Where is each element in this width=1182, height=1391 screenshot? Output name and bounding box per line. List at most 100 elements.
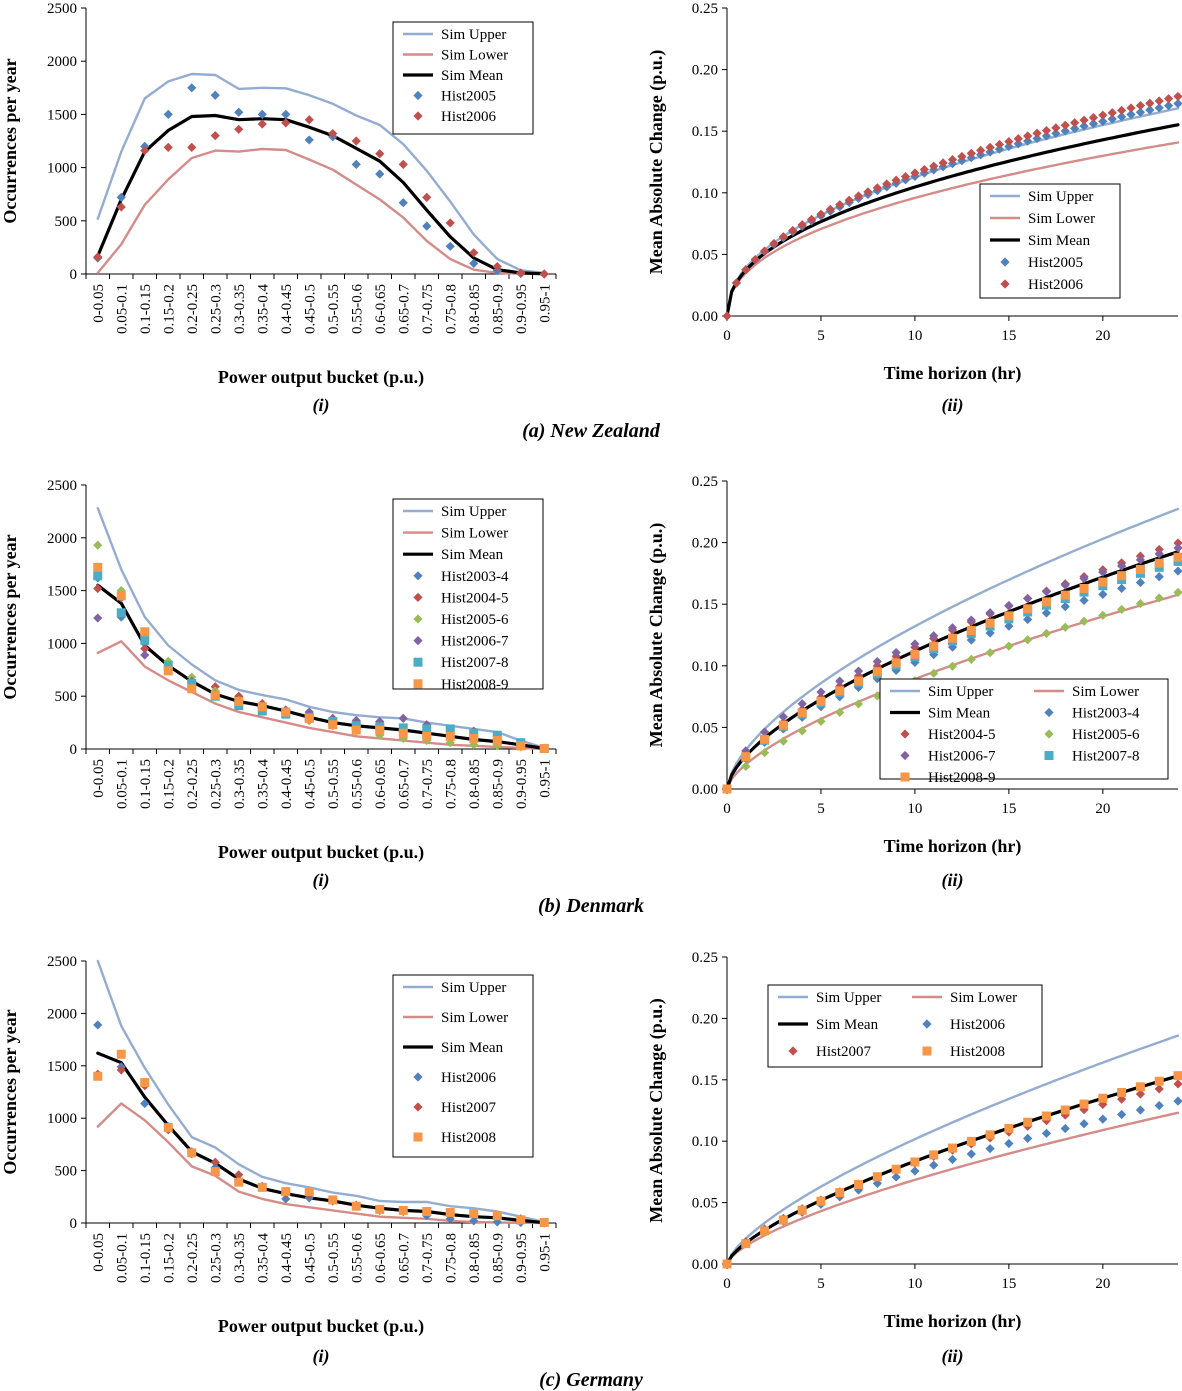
legend-swatch bbox=[413, 614, 423, 624]
data-point bbox=[281, 1187, 291, 1197]
y-tick-label: 500 bbox=[55, 689, 78, 705]
y-tick-label: 1000 bbox=[47, 161, 77, 177]
legend-item-sim-lower: Sim Lower bbox=[912, 990, 1017, 1006]
legend-label: Hist2005 bbox=[1028, 255, 1083, 271]
legend-label: Sim Mean bbox=[441, 68, 504, 84]
data-point bbox=[778, 1215, 788, 1225]
data-point bbox=[797, 1205, 807, 1215]
data-point bbox=[257, 702, 267, 712]
x-tick-label: 0.25-0.3 bbox=[208, 1233, 224, 1283]
legend-item-hist2004-5: Hist2004-5 bbox=[413, 590, 509, 606]
x-tick-label: 0 bbox=[723, 328, 731, 344]
data-point bbox=[1173, 587, 1182, 597]
legend-item-hist2008-9: Hist2008-9 bbox=[900, 770, 996, 786]
data-point bbox=[351, 1201, 361, 1211]
legend-item-hist2007-8: Hist2007-8 bbox=[413, 655, 509, 671]
legend-swatch bbox=[922, 1046, 932, 1056]
y-tick-label: 0.10 bbox=[692, 1134, 718, 1150]
data-point bbox=[1079, 1099, 1089, 1109]
x-tick-label: 0.25-0.3 bbox=[208, 284, 224, 334]
data-point bbox=[93, 583, 103, 594]
data-point bbox=[234, 696, 244, 706]
legend-item-sim-mean: Sim Mean bbox=[403, 547, 504, 563]
data-point bbox=[187, 142, 197, 152]
legend-label: Sim Mean bbox=[441, 1040, 504, 1056]
data-point bbox=[492, 1211, 502, 1221]
data-point bbox=[1098, 589, 1108, 599]
data-point bbox=[1079, 573, 1089, 584]
data-point bbox=[1041, 597, 1051, 607]
x-tick-label: 0.1-0.15 bbox=[138, 1233, 154, 1283]
series-sim-lower bbox=[725, 1111, 1180, 1266]
data-point bbox=[1023, 131, 1033, 141]
x-tick-label: 0.05-0.1 bbox=[114, 284, 130, 334]
series-sim-upper bbox=[96, 507, 546, 750]
x-tick-label: 0.15-0.2 bbox=[161, 1233, 177, 1283]
data-point bbox=[1023, 604, 1033, 614]
x-tick-label: 0.45-0.5 bbox=[302, 1233, 318, 1283]
x-tick-label: 5 bbox=[817, 801, 825, 817]
x-tick-label: 20 bbox=[1095, 1276, 1110, 1292]
x-tick-label: 0.8-0.85 bbox=[467, 1233, 483, 1283]
data-point bbox=[1117, 1109, 1127, 1120]
data-point bbox=[1079, 121, 1089, 131]
data-point bbox=[539, 269, 549, 279]
data-point bbox=[210, 131, 220, 141]
y-tick-label: 1500 bbox=[47, 584, 77, 600]
data-point bbox=[1060, 590, 1070, 600]
row-caption-denmark: (b) Denmark bbox=[538, 895, 644, 917]
data-point bbox=[966, 626, 976, 636]
x-tick-label: 0.55-0.6 bbox=[349, 759, 365, 809]
data-point bbox=[835, 676, 845, 686]
legend-label: Sim Lower bbox=[441, 48, 508, 64]
data-point bbox=[872, 656, 882, 667]
series-line bbox=[96, 640, 546, 751]
data-point bbox=[116, 202, 126, 212]
data-point bbox=[351, 136, 361, 146]
data-point bbox=[516, 1215, 526, 1225]
data-point bbox=[741, 761, 751, 771]
legend-swatch bbox=[413, 592, 423, 602]
series-line bbox=[96, 72, 546, 275]
legend-item-sim-lower: Sim Lower bbox=[990, 211, 1095, 227]
data-point bbox=[351, 715, 361, 726]
legend-item-hist2006: Hist2006 bbox=[1000, 277, 1084, 293]
data-point bbox=[816, 696, 826, 706]
legend-item-hist2007: Hist2007 bbox=[788, 1044, 872, 1060]
x-tick-label: 0.6-0.65 bbox=[373, 284, 389, 334]
data-point bbox=[1079, 115, 1089, 125]
data-point bbox=[1145, 105, 1155, 115]
legend-item-hist2008: Hist2008 bbox=[413, 1130, 496, 1146]
data-point bbox=[469, 1209, 479, 1219]
legend-label: Sim Lower bbox=[1028, 211, 1095, 227]
data-point bbox=[1135, 555, 1146, 565]
data-point bbox=[1164, 94, 1174, 104]
data-point bbox=[1023, 136, 1033, 146]
data-point bbox=[891, 647, 901, 658]
y-tick-label: 0.25 bbox=[692, 474, 718, 490]
data-point bbox=[1004, 621, 1014, 631]
data-point bbox=[351, 725, 361, 735]
data-point bbox=[1154, 572, 1164, 582]
legend-item-sim-lower: Sim Lower bbox=[403, 526, 508, 542]
legend-label: Hist2003-4 bbox=[1072, 706, 1140, 722]
data-point bbox=[910, 1157, 920, 1167]
series-line bbox=[725, 1111, 1180, 1266]
legend-label: Hist2008 bbox=[950, 1044, 1005, 1060]
x-tick-label: 0.3-0.35 bbox=[232, 759, 248, 809]
data-point bbox=[140, 145, 150, 156]
data-point bbox=[422, 221, 432, 231]
series-line bbox=[96, 147, 546, 276]
subfigure-caption: (ii) bbox=[942, 870, 964, 891]
data-point bbox=[1023, 1117, 1033, 1127]
data-point bbox=[445, 218, 455, 228]
y-tick-label: 0.15 bbox=[692, 597, 718, 613]
data-point bbox=[398, 198, 408, 208]
data-point bbox=[882, 179, 892, 189]
data-point bbox=[750, 254, 760, 265]
data-point bbox=[516, 741, 526, 751]
legend-box bbox=[767, 984, 1043, 1068]
legend-label: Sim Lower bbox=[1072, 684, 1139, 700]
y-axis-title: Occurrences per year bbox=[0, 58, 20, 223]
data-point bbox=[825, 204, 835, 214]
